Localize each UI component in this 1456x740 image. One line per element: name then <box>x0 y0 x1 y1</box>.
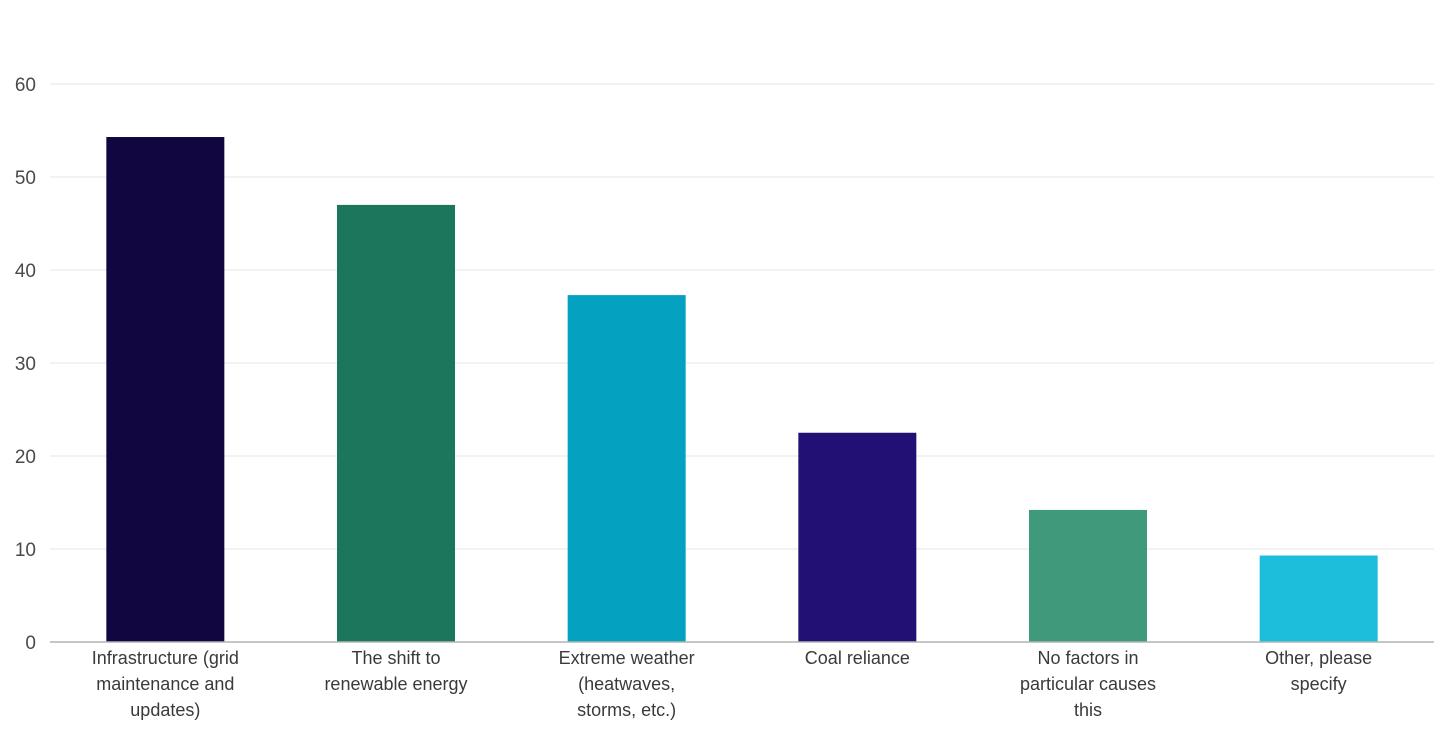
x-tick-label: Coal reliance <box>805 648 910 668</box>
x-tick-label: No factors in particular causes this <box>1020 648 1156 720</box>
y-tick-label: 50 <box>15 168 36 189</box>
bar <box>337 204 455 642</box>
x-tick-label-line: this <box>1074 700 1102 720</box>
x-tick-label-line: Infrastructure (grid <box>92 648 239 668</box>
bar <box>1029 509 1147 642</box>
x-tick-label-line: maintenance and <box>96 674 234 694</box>
x-tick-label-line: storms, etc.) <box>577 700 676 720</box>
bar <box>798 432 917 642</box>
y-tick-label: 40 <box>15 261 36 282</box>
bar <box>567 295 686 642</box>
y-tick-label: 60 <box>15 75 36 96</box>
x-tick-label-line: No factors in <box>1037 648 1138 668</box>
x-tick-label-line: Coal reliance <box>805 648 910 668</box>
x-tick-label-line: Extreme weather <box>559 648 695 668</box>
y-axis: 0 10 20 30 40 50 60 <box>15 75 36 654</box>
x-tick-label: Other, please specify <box>1265 648 1372 694</box>
x-tick-label-line: Other, please <box>1265 648 1372 668</box>
x-tick-label-line: particular causes <box>1020 674 1156 694</box>
bar <box>106 137 225 642</box>
x-tick-label-line: The shift to <box>351 648 440 668</box>
x-axis: Infrastructure (grid maintenance and updat… <box>50 641 1434 720</box>
x-tick-label: Infrastructure (grid maintenance and updat… <box>92 648 239 720</box>
x-tick-label-line: specify <box>1291 674 1347 694</box>
y-tick-label: 0 <box>25 633 36 654</box>
bars <box>106 137 1378 642</box>
x-tick-label: Extreme weather (heatwaves, storms, etc.) <box>559 648 695 720</box>
y-tick-label: 30 <box>15 354 36 375</box>
x-tick-label-line: renewable energy <box>324 674 467 694</box>
x-tick-label: The shift to renewable energy <box>324 648 467 694</box>
y-tick-label: 20 <box>15 447 36 468</box>
x-tick-label-line: (heatwaves, <box>578 674 675 694</box>
y-tick-label: 10 <box>15 540 36 561</box>
gridlines <box>50 83 1434 550</box>
x-tick-label-line: updates) <box>130 700 200 720</box>
bar <box>1259 555 1378 642</box>
